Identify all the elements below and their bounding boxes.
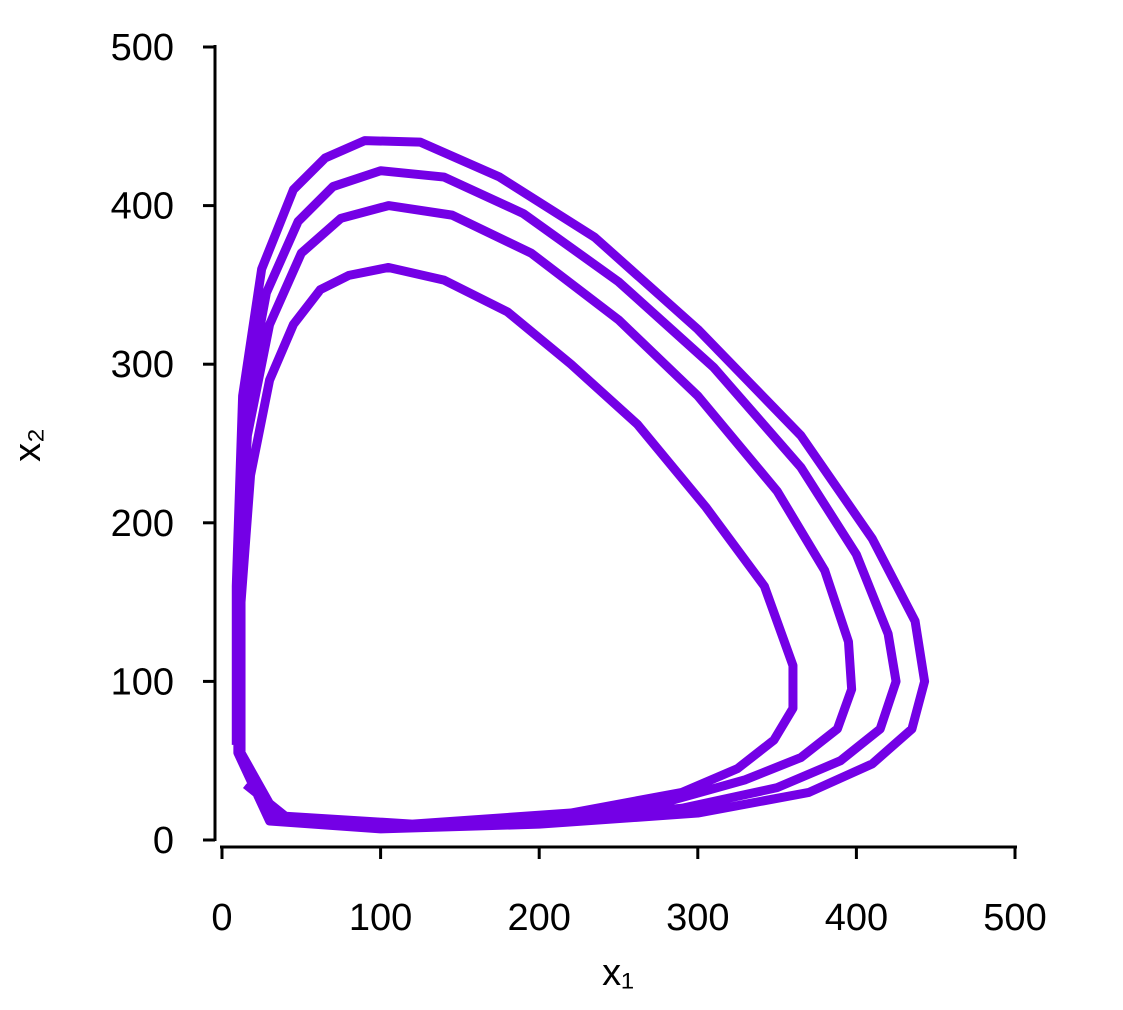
y-tick-label: 300 bbox=[111, 344, 174, 386]
x-tick-label: 300 bbox=[666, 897, 729, 939]
y-tick-label: 400 bbox=[111, 186, 174, 228]
x-tick-label: 100 bbox=[349, 897, 412, 939]
x-tick-label: 400 bbox=[825, 897, 888, 939]
x-tick-label: 200 bbox=[507, 897, 570, 939]
y-tick-label: 500 bbox=[111, 27, 174, 69]
y-tick-label: 100 bbox=[111, 661, 174, 703]
x-tick-label: 0 bbox=[211, 897, 232, 939]
x-axis-label: x₁ bbox=[602, 952, 634, 994]
y-tick-label: 200 bbox=[111, 503, 174, 545]
x-tick-label: 500 bbox=[983, 897, 1046, 939]
y-axis-label: x₂ bbox=[7, 428, 49, 462]
y-tick-label: 0 bbox=[153, 820, 174, 862]
trajectory bbox=[231, 136, 930, 834]
